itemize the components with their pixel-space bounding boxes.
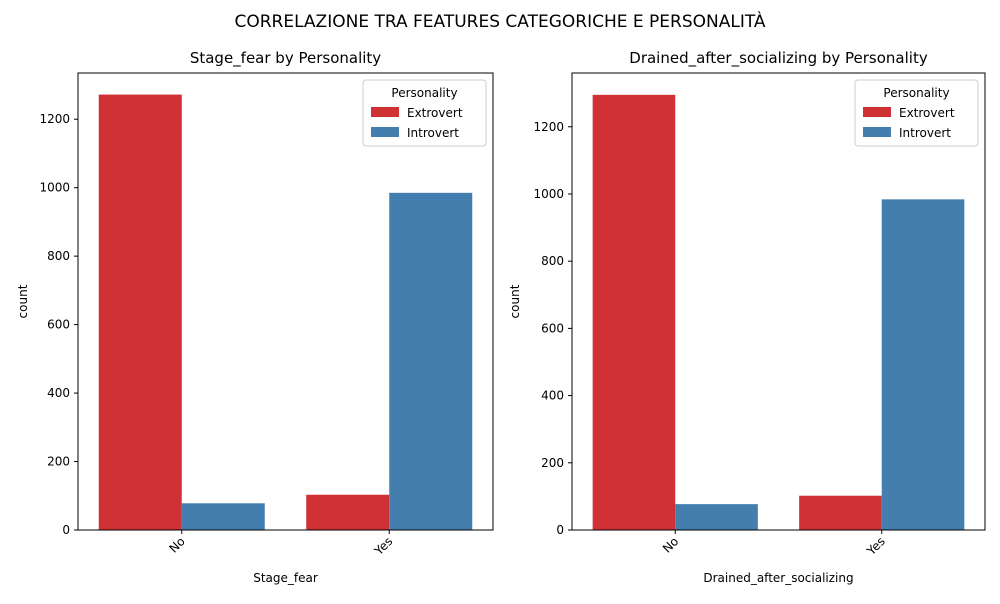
x-axis-label: Stage_fear [253, 571, 318, 585]
x-tick-label: Yes [371, 534, 395, 558]
legend-label-extrovert: Extrovert [899, 106, 955, 120]
legend-title: Personality [391, 86, 457, 100]
bar-introvert-no [181, 503, 265, 530]
bar-introvert-yes [881, 199, 965, 530]
figure-title: CORRELAZIONE TRA FEATURES CATEGORICHE E … [234, 10, 765, 32]
y-tick-label: 0 [556, 523, 564, 537]
y-axis-label: count [16, 284, 30, 318]
y-tick-label: 800 [47, 249, 70, 263]
legend-label-introvert: Introvert [899, 126, 951, 140]
bar-extrovert-yes [306, 494, 390, 530]
legend-label-extrovert: Extrovert [407, 106, 463, 120]
bar-introvert-no [675, 504, 758, 530]
y-tick-label: 200 [47, 455, 70, 469]
bar-extrovert-no [592, 94, 676, 530]
x-axis-label: Drained_after_socializing [703, 571, 853, 585]
y-tick-label: 1200 [533, 120, 564, 134]
chart-title: Drained_after_socializing by Personality [629, 49, 928, 68]
chart-panel-2: 0 200 400 600 800 1000 1200 No Yes Drained_after_… [508, 49, 986, 585]
legend-label-introvert: Introvert [407, 126, 459, 140]
x-tick-label: Yes [864, 534, 888, 558]
y-tick-label: 600 [541, 321, 564, 335]
y-tick-label: 400 [541, 389, 564, 403]
y-tick-label: 600 [47, 318, 70, 332]
x-tick-label: No [660, 534, 681, 555]
chart-title: Stage_fear by Personality [190, 49, 381, 68]
bar-extrovert-no [98, 94, 182, 530]
legend-swatch-introvert [371, 127, 399, 137]
y-axis-label: count [508, 284, 522, 318]
y-tick-label: 1200 [39, 112, 70, 126]
y-tick-label: 1000 [39, 181, 70, 195]
legend: Personality Extrovert Introvert [362, 79, 487, 147]
legend-swatch-extrovert [371, 107, 399, 117]
axes-frame [571, 72, 986, 531]
y-tick-label: 1000 [533, 187, 564, 201]
y-tick-label: 0 [62, 523, 70, 537]
bar-extrovert-yes [799, 495, 882, 530]
chart-panel-1: 0 200 400 600 800 1000 1200 No Yes Stage_fear by … [16, 49, 494, 585]
legend-title: Personality [883, 86, 949, 100]
legend-swatch-introvert [863, 127, 891, 137]
axes-frame [77, 72, 494, 531]
y-tick-label: 200 [541, 456, 564, 470]
y-tick-label: 800 [541, 254, 564, 268]
legend-swatch-extrovert [863, 107, 891, 117]
bar-introvert-yes [389, 192, 473, 530]
y-tick-label: 400 [47, 386, 70, 400]
legend: Personality Extrovert Introvert [854, 79, 979, 147]
x-tick-label: No [166, 534, 187, 555]
